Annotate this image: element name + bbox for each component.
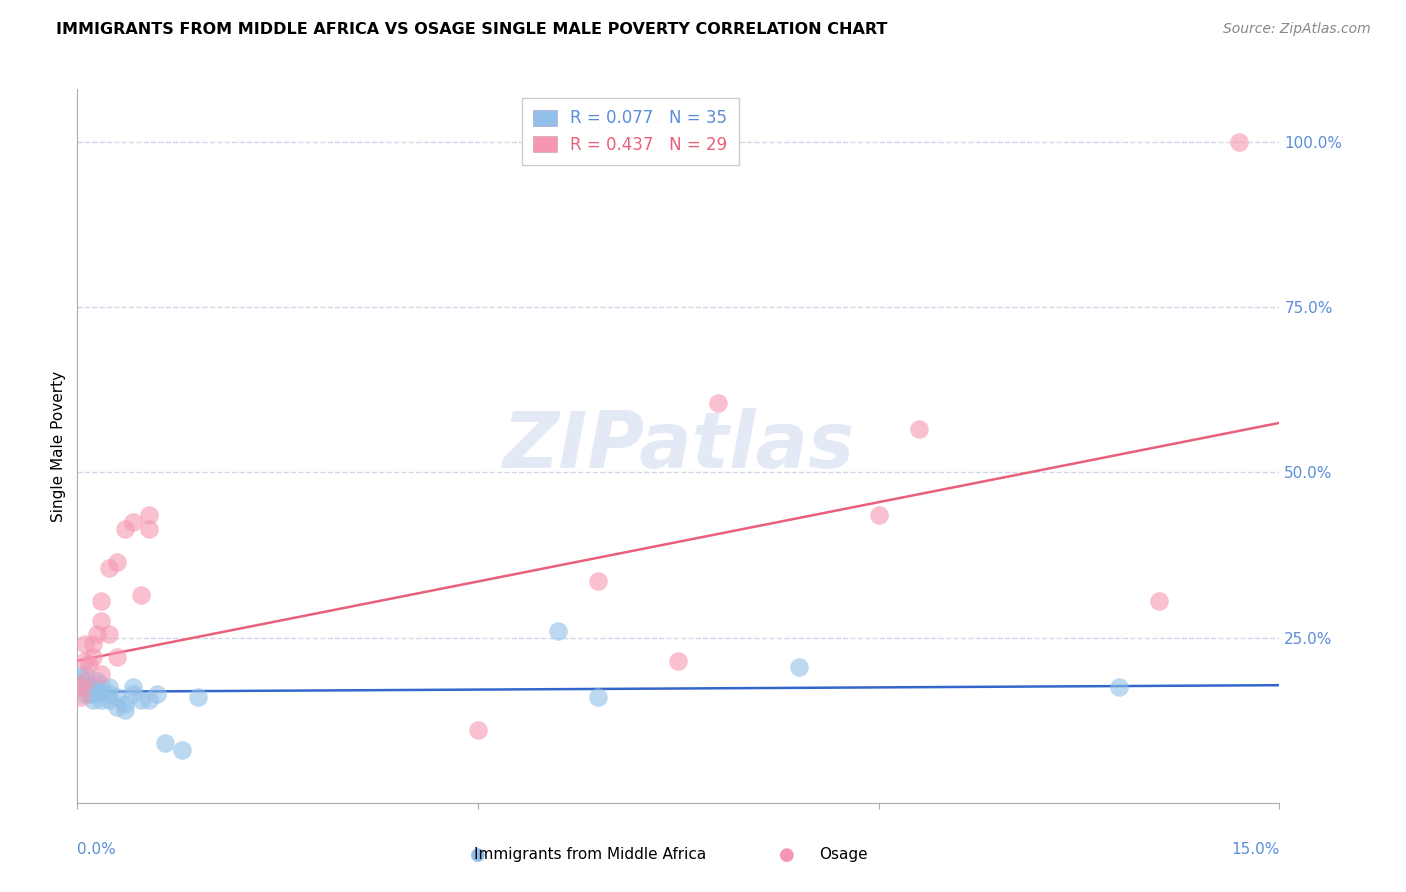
- Point: [1108, 680, 1130, 694]
- Point: [79, 680, 101, 694]
- Point: [70, 690, 93, 704]
- Point: [98, 687, 121, 701]
- Point: [90, 594, 112, 608]
- Text: 0.0%: 0.0%: [77, 842, 117, 857]
- Point: [82, 637, 104, 651]
- Legend: R = 0.077   N = 35, R = 0.437   N = 29: R = 0.077 N = 35, R = 0.437 N = 29: [522, 97, 740, 165]
- Point: [138, 508, 160, 523]
- Point: [146, 687, 169, 701]
- Point: [90, 685, 112, 699]
- Point: [107, 700, 129, 714]
- Text: ●: ●: [470, 846, 486, 863]
- Point: [98, 680, 121, 694]
- Point: [122, 680, 145, 694]
- Point: [82, 693, 104, 707]
- Point: [787, 660, 810, 674]
- Point: [668, 654, 690, 668]
- Text: Source: ZipAtlas.com: Source: ZipAtlas.com: [1223, 22, 1371, 37]
- Point: [98, 561, 121, 575]
- Point: [114, 703, 136, 717]
- Text: Osage: Osage: [820, 847, 868, 862]
- Point: [868, 508, 890, 523]
- Point: [82, 687, 104, 701]
- Point: [90, 667, 112, 681]
- Point: [86, 627, 108, 641]
- Text: ●: ●: [779, 846, 796, 863]
- Y-axis label: Single Male Poverty: Single Male Poverty: [51, 370, 66, 522]
- Point: [131, 693, 153, 707]
- Point: [70, 677, 93, 691]
- Text: ZIPatlas: ZIPatlas: [502, 408, 855, 484]
- Point: [86, 673, 108, 688]
- Point: [107, 650, 129, 665]
- Point: [82, 650, 104, 665]
- Point: [1149, 594, 1171, 608]
- Point: [75, 687, 97, 701]
- Point: [75, 667, 97, 681]
- Point: [75, 673, 97, 688]
- Point: [79, 657, 101, 671]
- Point: [70, 670, 93, 684]
- Point: [107, 555, 129, 569]
- Point: [122, 687, 145, 701]
- Point: [122, 515, 145, 529]
- Point: [114, 697, 136, 711]
- Point: [75, 637, 97, 651]
- Point: [75, 680, 97, 694]
- Point: [1229, 135, 1251, 149]
- Point: [707, 396, 730, 410]
- Point: [70, 680, 93, 694]
- Point: [467, 723, 489, 738]
- Point: [75, 673, 97, 688]
- Point: [131, 588, 153, 602]
- Point: [90, 614, 112, 628]
- Point: [138, 693, 160, 707]
- Text: Immigrants from Middle Africa: Immigrants from Middle Africa: [474, 847, 707, 862]
- Text: IMMIGRANTS FROM MIDDLE AFRICA VS OSAGE SINGLE MALE POVERTY CORRELATION CHART: IMMIGRANTS FROM MIDDLE AFRICA VS OSAGE S…: [56, 22, 887, 37]
- Point: [98, 693, 121, 707]
- Point: [187, 690, 209, 704]
- Point: [908, 422, 931, 436]
- Point: [79, 687, 101, 701]
- Point: [82, 680, 104, 694]
- Point: [155, 736, 177, 750]
- Point: [114, 522, 136, 536]
- Point: [588, 574, 610, 589]
- Point: [98, 627, 121, 641]
- Point: [90, 678, 112, 692]
- Point: [90, 693, 112, 707]
- Point: [72, 680, 94, 694]
- Point: [107, 690, 129, 704]
- Point: [588, 690, 610, 704]
- Point: [547, 624, 569, 638]
- Text: 15.0%: 15.0%: [1232, 842, 1279, 857]
- Point: [138, 522, 160, 536]
- Point: [75, 654, 97, 668]
- Point: [170, 743, 193, 757]
